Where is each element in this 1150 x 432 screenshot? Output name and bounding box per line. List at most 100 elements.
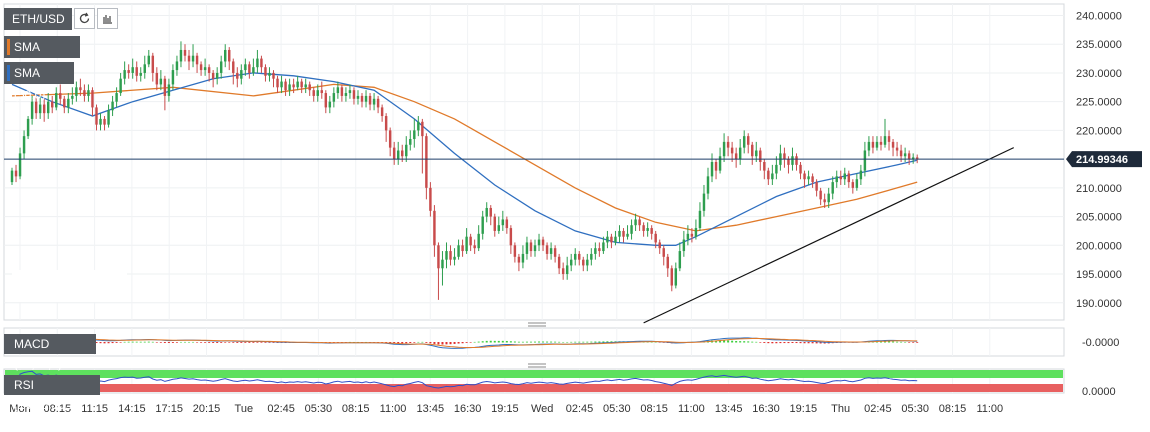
macd-histogram-bar [783,342,786,344]
candle [545,242,549,260]
candle [477,225,480,252]
macd-histogram-bar [421,341,424,343]
macd-histogram-bar [654,341,657,343]
macd-histogram-bar [803,342,806,344]
time-tick-label: Tue [235,403,254,415]
rsi-label: RSI (14,70,30,1) [14,378,79,412]
macd-histogram-bar [151,341,154,343]
candle [883,118,887,148]
macd-histogram-bar [409,342,412,343]
candle-body [594,248,597,254]
candle [46,93,50,119]
candle [368,93,372,111]
macd-histogram-bar [763,342,766,343]
candle-body [646,228,649,231]
candle-body [276,78,279,88]
candle-body [545,245,549,254]
candle [847,170,851,188]
chart-type-button[interactable] [97,8,118,29]
macd-histogram-bar [517,341,520,343]
candle [179,41,183,68]
macd-histogram-bar [650,341,653,343]
candle-body [191,55,195,62]
rsi-legend[interactable]: RSI (14,70,30,1) [4,375,100,412]
sma-50-label: SMA (50,0) [14,66,46,102]
candle [232,58,235,85]
candle-body [883,136,887,145]
candle [163,75,167,111]
candle [248,61,251,79]
sma-100-legend[interactable]: SMA (100,0) [4,36,80,76]
macd-histogram-bar [469,342,472,343]
candle-body [429,187,432,211]
candle-body [815,182,818,191]
candle [698,202,702,231]
candle [799,162,802,180]
macd-histogram-bar [401,342,404,344]
candle-body [308,84,311,91]
macd-histogram-bar [542,341,545,343]
candle [614,230,617,246]
candle-body [871,141,875,148]
candle [795,153,798,171]
refresh-button[interactable] [74,8,95,29]
rsi-panel: 0.0000 [5,370,1116,398]
candle-body [248,64,251,73]
candle-body [139,72,142,76]
candle [855,173,859,191]
candle [911,153,915,164]
candle [244,58,247,76]
time-tick-label: 02:45 [267,403,295,415]
macd-histogram-bar [811,342,814,344]
candle [272,70,275,88]
candle-body [867,141,871,151]
macd-histogram-bar [521,341,524,343]
candle-body [175,61,179,71]
macd-histogram-bar [602,341,605,343]
candle [211,70,215,88]
candle [678,242,682,272]
sma-50-swatch [7,65,10,81]
candle [376,95,380,114]
candle [300,78,303,94]
candle [473,239,476,254]
macd-histogram-bar [513,341,516,343]
macd-histogram-bar [216,342,219,343]
symbol-label[interactable]: ETH/USD [4,8,72,30]
candle [191,44,195,68]
candle-body [187,55,191,62]
candle-body [103,118,106,125]
macd-histogram-bar [719,340,722,343]
candle-body [135,67,138,76]
candle-body [272,72,275,79]
candle [10,167,14,185]
candle [835,170,838,188]
candle [457,239,460,260]
candle [642,222,645,237]
panel-resize-handle[interactable] [528,363,546,368]
candle [887,130,891,151]
candle-body [670,268,674,286]
candle [586,253,589,272]
macd-histogram-bar [461,342,464,344]
macd-histogram-bar [393,342,396,344]
sma-50-legend[interactable]: SMA (50,0) [4,62,74,102]
panel-resize-handle[interactable] [528,322,546,327]
candle-body [485,207,488,217]
candle-body [875,141,879,148]
candle-body [392,147,396,160]
candle [634,213,637,231]
candle-body [67,98,70,108]
candle [332,87,336,108]
macd-histogram-bar [224,342,227,343]
candle-body [598,248,601,252]
candle [710,153,714,183]
candle-body [171,70,175,85]
candle-body [694,228,698,237]
candle-body [525,242,529,254]
candle-body [553,248,557,257]
macd-legend[interactable]: MACD (12,26,9) [4,334,96,371]
candle-body [372,98,376,105]
